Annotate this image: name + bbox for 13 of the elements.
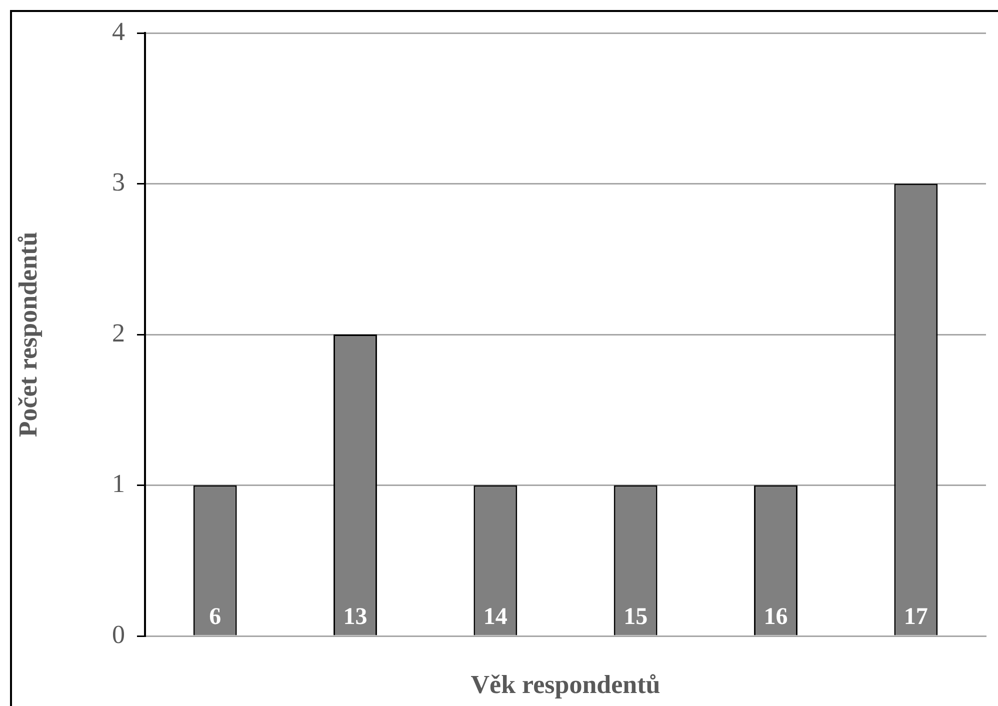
y-tick-label: 1 — [112, 469, 125, 498]
x-tick-label: 13 — [343, 604, 368, 630]
y-tick-label: 0 — [112, 620, 125, 649]
y-axis-title: Počet respondentů — [13, 232, 42, 438]
x-tick-label: 15 — [624, 604, 648, 630]
y-tick-label: 2 — [112, 318, 125, 348]
y-tick-label: 3 — [112, 168, 125, 197]
x-axis-title: Věk respondentů — [470, 670, 660, 700]
x-tick-label: 6 — [209, 604, 222, 630]
x-tick-label: 14 — [483, 604, 508, 630]
y-tick-label: 4 — [112, 16, 125, 46]
x-tick-label: 16 — [764, 604, 788, 630]
x-tick-label: 17 — [904, 604, 928, 630]
